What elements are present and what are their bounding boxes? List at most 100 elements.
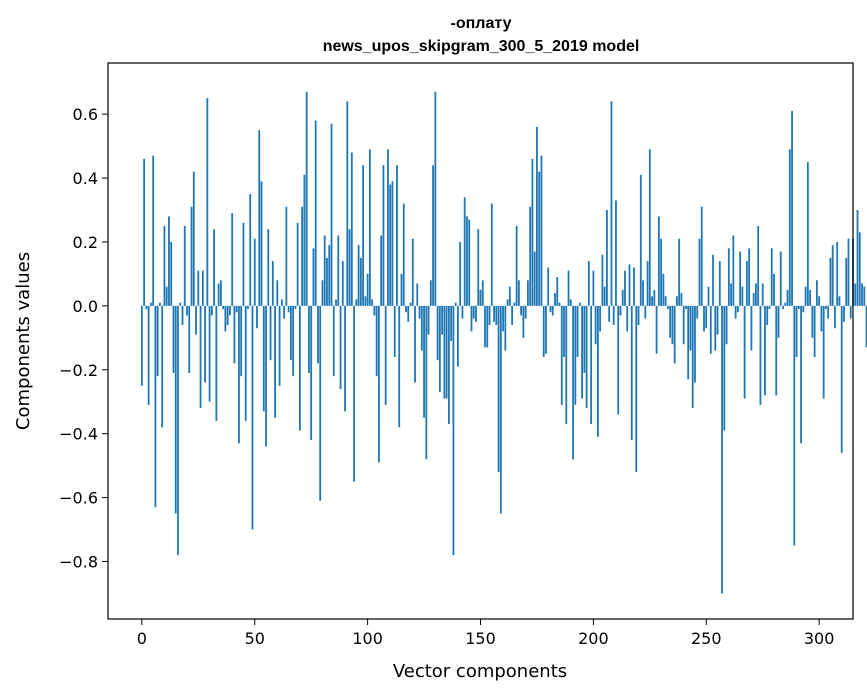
bar (761, 283, 764, 306)
bar (195, 305, 197, 335)
bar (836, 241, 839, 306)
bar (177, 305, 179, 556)
bar (538, 171, 541, 306)
bar (572, 305, 574, 460)
bar (581, 305, 583, 399)
bar (689, 305, 692, 351)
bar (308, 305, 310, 373)
bar (443, 305, 446, 399)
bar (165, 286, 168, 306)
bar (486, 305, 489, 348)
bar (502, 305, 504, 332)
bar (226, 305, 229, 326)
bar (330, 123, 333, 306)
bar (429, 280, 432, 306)
bar (278, 305, 281, 386)
bar (621, 289, 624, 306)
bar (644, 305, 647, 319)
bar (671, 305, 674, 345)
bar (718, 261, 721, 306)
bar (782, 305, 784, 310)
bar (513, 302, 516, 306)
x-tick-label: 300 (804, 629, 835, 648)
bar (170, 241, 173, 306)
bar (289, 305, 292, 361)
bar (716, 305, 719, 335)
x-axis-ticks: 0 50 100 150 200 250 300 (137, 619, 835, 648)
bar (560, 305, 563, 405)
bar (520, 305, 523, 316)
bar (655, 305, 658, 354)
bar (619, 305, 622, 316)
bar (813, 305, 816, 357)
bar (298, 305, 301, 431)
bar (536, 126, 538, 306)
bar (364, 296, 367, 306)
bar (337, 235, 340, 306)
bar (199, 305, 202, 409)
bar (533, 251, 536, 306)
bar (201, 270, 204, 306)
y-tick-label: 0.6 (73, 105, 98, 124)
bar (287, 305, 290, 313)
bar (567, 270, 570, 306)
bar (348, 229, 351, 306)
bar (229, 305, 231, 316)
bar (447, 305, 450, 425)
bar (407, 305, 410, 322)
bar (646, 261, 649, 306)
bar (648, 149, 651, 306)
bar (251, 305, 254, 530)
bar (384, 305, 387, 405)
bar (583, 305, 586, 373)
bar (411, 238, 414, 306)
bar (472, 305, 475, 319)
bar (606, 209, 608, 306)
bar (418, 305, 421, 319)
bar (626, 305, 629, 332)
bar (834, 305, 836, 329)
bar (174, 305, 177, 514)
bar (628, 264, 631, 306)
bar (317, 305, 319, 364)
bar (459, 241, 462, 306)
bar (387, 149, 389, 306)
bar (362, 165, 365, 306)
bar (344, 305, 346, 412)
bar (479, 289, 482, 306)
bar (752, 293, 755, 306)
bar (466, 216, 468, 306)
bar (341, 261, 344, 306)
bar (721, 305, 723, 594)
bar (827, 305, 830, 319)
bar (845, 257, 848, 306)
bar (804, 286, 807, 306)
bar (687, 305, 690, 380)
bar (657, 216, 660, 306)
bar (396, 165, 398, 306)
bar (238, 305, 240, 444)
bar (425, 305, 428, 460)
bar (488, 305, 491, 326)
bar (703, 305, 705, 332)
bar (811, 305, 814, 338)
bar (574, 305, 577, 405)
bar (770, 248, 773, 306)
bar (712, 254, 714, 306)
bar (253, 238, 256, 306)
bar (691, 305, 694, 409)
bar (545, 305, 547, 354)
bar (745, 261, 748, 306)
bar (633, 267, 635, 306)
bar (339, 305, 342, 389)
bar (698, 238, 701, 306)
bar (235, 305, 238, 313)
bar (843, 305, 845, 322)
bar (861, 283, 863, 306)
bar (680, 293, 683, 306)
bar (709, 305, 712, 354)
bar (393, 305, 396, 357)
bar (522, 305, 525, 338)
y-tick-label: −0.6 (59, 489, 98, 508)
